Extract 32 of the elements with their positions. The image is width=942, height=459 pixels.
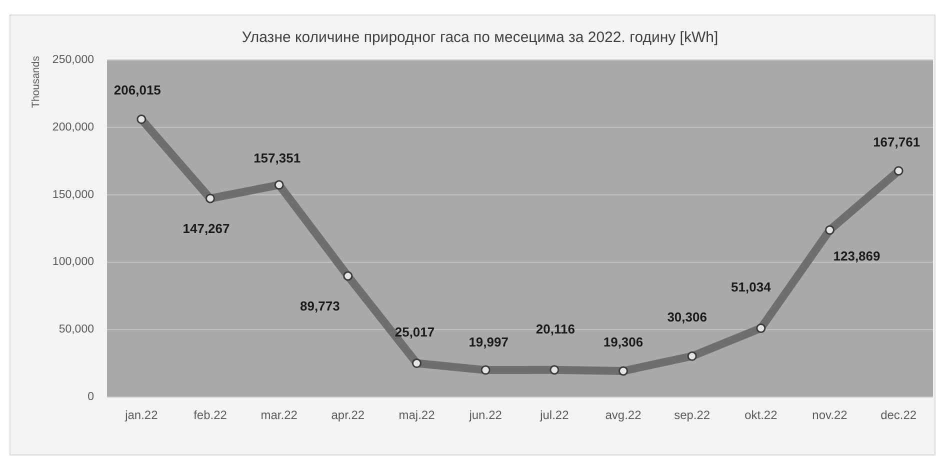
x-tick-label: jun.22 <box>468 408 502 422</box>
data-label: 167,761 <box>873 134 920 150</box>
y-tick-label: 250,000 <box>52 54 94 66</box>
y-tick-label: 50,000 <box>58 324 94 336</box>
y-axis-title: Thousands <box>30 56 42 108</box>
data-label: 25,017 <box>394 324 435 340</box>
x-tick-label: mar.22 <box>260 408 298 422</box>
x-tick-label: apr.22 <box>331 408 365 422</box>
x-tick-label: jul.22 <box>539 408 570 422</box>
data-label: 30,306 <box>667 310 707 325</box>
x-tick-label: avg.22 <box>605 408 642 422</box>
y-tick-label: 200,000 <box>52 121 94 134</box>
x-tick-label: maj.22 <box>398 408 436 422</box>
data-label: 51,034 <box>731 280 772 295</box>
x-tick-label: sep.22 <box>674 408 710 422</box>
y-tick-label: 100,000 <box>52 256 94 268</box>
x-tick-label: okt.22 <box>744 408 778 422</box>
x-tick-label: dec.22 <box>880 408 917 422</box>
x-tick-label: nov.22 <box>812 408 848 422</box>
data-label: 20,116 <box>536 321 575 336</box>
x-tick-label: jan.22 <box>124 408 158 422</box>
data-label: 19,306 <box>603 334 644 350</box>
y-tick-label: 0 <box>88 391 94 404</box>
x-tick-label: feb.22 <box>194 408 228 422</box>
data-label: 206,015 <box>114 82 161 98</box>
data-label: 157,351 <box>254 150 301 166</box>
data-label: 123,869 <box>833 248 880 264</box>
data-label: 147,267 <box>182 220 230 236</box>
data-label: 19,997 <box>468 334 508 350</box>
chart-title: Улазне количине природног гаса по месецима за 2022. годину [kWh] <box>242 28 718 46</box>
data-label: 89,773 <box>300 298 340 314</box>
y-tick-label: 150,000 <box>52 188 94 201</box>
